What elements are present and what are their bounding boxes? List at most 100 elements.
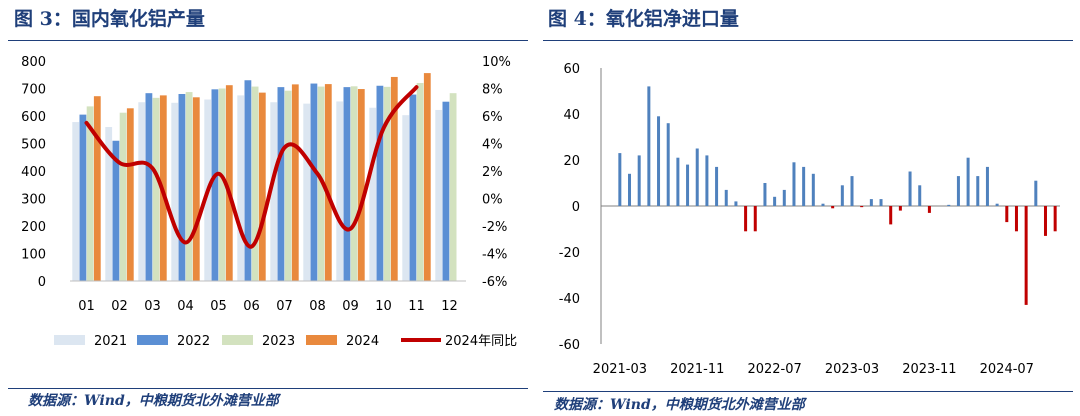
bar-net-import [724,189,728,206]
legend-swatch-2021 [54,335,85,345]
x-tick-label: 02 [111,299,128,314]
legend-label-2022: 2022 [177,334,210,349]
x-tick-label: 05 [210,299,227,314]
bar-net-import [831,206,835,209]
bar-net-import [821,203,825,206]
bar-2024-08 [324,84,332,281]
y-tick-label: 60 [563,62,580,77]
bar-2022-11 [409,94,417,281]
bar-2023-06 [251,86,259,281]
bar-2024-11 [423,73,431,281]
bar-2021-04 [171,102,179,281]
y-tick-label: 500 [21,138,46,153]
y-tick-label: -40 [559,292,580,307]
net-import-chart: -60 -40 -20 0 20 40 60 2021-03 2021-11 2022-07 202… [559,62,1060,377]
bar-net-import [956,176,960,206]
legend-label-2023: 2023 [262,334,295,349]
bar-net-import [1034,180,1038,206]
y2-tick-label: -4% [482,248,507,263]
bar-2022-09 [343,87,351,281]
bar-2024-10 [390,76,398,281]
legend-swatch-2023 [222,335,253,345]
bar-2023-07 [284,90,292,281]
right-footer-rule [543,391,1073,392]
y-tick-label: 100 [21,248,46,263]
bar-2023-03 [152,97,160,281]
bar-net-import [666,123,670,206]
bar-net-import [1043,206,1047,236]
bar-2022-05 [211,89,219,281]
bar-net-import [927,206,931,213]
bar-net-import [918,185,922,206]
bar-net-import [1014,206,1018,232]
right-source: 数据源：Wind，中粮期货北外滩营业部 [554,397,805,413]
bar-net-import [782,189,786,206]
legend-label-2024: 2024 [346,334,379,349]
y-tick-label: 20 [563,154,580,169]
bar-2023-02 [119,112,127,281]
production-chart: 0 100 200 300 400 500 600 700 800 -6% -4% -2% 0% 2% 4%… [21,55,517,349]
bar-2023-04 [185,92,193,281]
y-tick-label: 0 [38,275,46,290]
bar-2021-07 [270,102,278,281]
bar-net-import [1053,206,1057,232]
bar-net-import [985,166,989,206]
x-tick-label: 10 [375,299,392,314]
bar-2022-12 [442,101,450,281]
bar-net-import [1005,206,1009,223]
bar-2021-06 [237,95,245,281]
bar-net-import [879,199,883,206]
bar-2023-05 [218,88,226,281]
bar-2021-09 [336,101,344,281]
bar-net-import [628,173,632,206]
bar-net-import [976,176,980,206]
bar-2021-11 [402,115,410,281]
bar-net-import [657,116,661,206]
legend-swatch-2024 [306,335,337,345]
left-footer-rule [8,388,528,389]
x-tick-label: 03 [144,299,161,314]
bar-net-import [908,171,912,206]
bar-2021-01 [72,122,80,281]
bar-2022-03 [145,93,153,281]
x-tick-label: 2021-11 [670,362,724,377]
bar-2024-07 [291,84,299,281]
bar-net-import [869,199,873,206]
bar-net-import [676,157,680,206]
y-tick-label: 40 [563,108,580,123]
bar-net-import [850,176,854,206]
y2-tick-label: 4% [482,138,503,153]
bar-net-import [734,201,738,206]
bar-net-import [860,206,864,208]
bar-net-import [647,86,651,206]
bar-2024-04 [192,97,200,281]
yoy-line [84,85,419,249]
bar-2022-04 [178,94,186,281]
bar-net-import [753,206,757,232]
y-tick-label: 0 [572,200,580,215]
bar-2024-02 [126,108,134,281]
bar-2023-01 [86,106,94,281]
bar-2021-12 [435,109,443,281]
bar-net-import [686,164,690,206]
x-tick-label: 2021-03 [593,362,647,377]
bar-2023-10 [383,86,391,281]
bar-2022-06 [244,80,252,281]
bar-2022-01 [79,114,87,281]
bar-net-import [995,203,999,206]
bar-2022-02 [112,140,120,281]
bar-2022-10 [376,85,384,281]
bar-net-import [792,162,796,206]
bar-2022-08 [310,83,318,281]
legend-label-yoy: 2024年同比 [445,334,517,349]
bar-2023-11 [416,83,424,281]
bar-2022-07 [277,87,285,281]
y-tick-label: -60 [559,338,580,353]
right-title-rule [543,40,1073,41]
legend-swatch-2022 [137,335,168,345]
bar-net-import [637,155,641,206]
bar-net-import [898,206,902,211]
bar-net-import [889,206,893,225]
y2-tick-label: 6% [482,110,503,125]
x-tick-label: 08 [309,299,326,314]
